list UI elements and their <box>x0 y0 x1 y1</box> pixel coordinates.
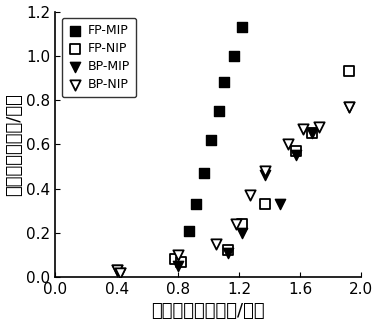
BP-MIP <box>239 230 245 235</box>
FP-NIP <box>262 201 268 207</box>
FP-MIP <box>193 201 199 207</box>
BP-NIP <box>175 252 181 258</box>
FP-NIP <box>178 259 184 264</box>
BP-MIP <box>262 173 268 178</box>
BP-MIP <box>309 131 315 136</box>
Legend: FP-MIP, FP-NIP, BP-MIP, BP-NIP: FP-MIP, FP-NIP, BP-MIP, BP-NIP <box>62 18 136 97</box>
FP-NIP <box>309 131 315 136</box>
BP-NIP <box>285 142 291 147</box>
BP-NIP <box>233 221 239 227</box>
BP-NIP <box>213 241 219 246</box>
BP-MIP <box>293 153 299 158</box>
FP-MIP <box>239 24 245 30</box>
FP-MIP <box>201 170 207 176</box>
FP-MIP <box>185 228 191 233</box>
BP-NIP <box>300 126 306 131</box>
BP-MIP <box>117 270 123 275</box>
BP-MIP <box>225 250 231 255</box>
FP-NIP <box>239 221 245 227</box>
FP-MIP <box>232 53 238 58</box>
BP-NIP <box>114 268 120 273</box>
BP-MIP <box>346 104 352 109</box>
FP-NIP <box>172 257 178 262</box>
FP-NIP <box>293 148 299 154</box>
BP-MIP <box>114 268 120 273</box>
BP-NIP <box>346 104 352 109</box>
BP-MIP <box>175 263 181 269</box>
BP-NIP <box>262 168 268 173</box>
BP-NIP <box>316 124 322 129</box>
X-axis label: 平衡浓度（毫摩尔/升）: 平衡浓度（毫摩尔/升） <box>152 303 265 320</box>
BP-NIP <box>117 270 123 275</box>
FP-MIP <box>208 137 215 142</box>
BP-MIP <box>277 201 283 207</box>
Y-axis label: 吸附量（毫摩尔/克）: 吸附量（毫摩尔/克） <box>6 93 23 196</box>
FP-MIP <box>216 109 222 114</box>
FP-NIP <box>346 69 352 74</box>
BP-NIP <box>247 193 253 198</box>
FP-NIP <box>225 248 231 253</box>
FP-MIP <box>221 80 227 85</box>
